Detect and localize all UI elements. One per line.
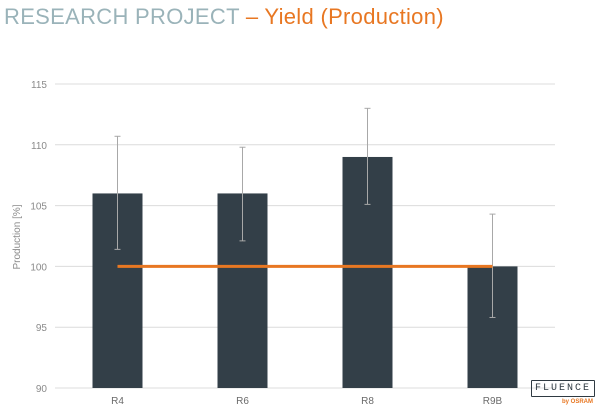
x-tick-label: R6	[236, 396, 249, 407]
y-tick-label: 100	[30, 262, 47, 273]
x-tick-label: R8	[361, 396, 374, 407]
x-tick-label: R9B	[483, 396, 503, 407]
error-bars	[114, 107, 496, 318]
y-tick-labels: 90 95 100 105 110 115	[30, 80, 47, 395]
x-tick-label: R4	[111, 396, 124, 407]
y-axis-label: Production [%]	[12, 204, 23, 269]
bars	[92, 156, 518, 388]
y-tick-label: 95	[36, 323, 48, 334]
title-dash: –	[245, 4, 259, 29]
x-tick-labels: R4 R6 R8 R9B	[111, 396, 502, 407]
logo-wordmark: FLUENCE	[531, 380, 595, 397]
y-tick-label: 105	[30, 202, 47, 213]
y-tick-label: 115	[31, 80, 47, 91]
fluence-logo: FLUENCE by OSRAM	[531, 380, 597, 406]
slide-title: RESEARCH PROJECT – Yield (Production)	[4, 4, 444, 30]
title-main: RESEARCH PROJECT	[4, 4, 240, 29]
y-tick-label: 90	[36, 384, 48, 395]
y-tick-label: 110	[31, 141, 47, 152]
title-sub: Yield (Production)	[264, 4, 444, 29]
logo-subtext: by OSRAM	[561, 399, 593, 405]
